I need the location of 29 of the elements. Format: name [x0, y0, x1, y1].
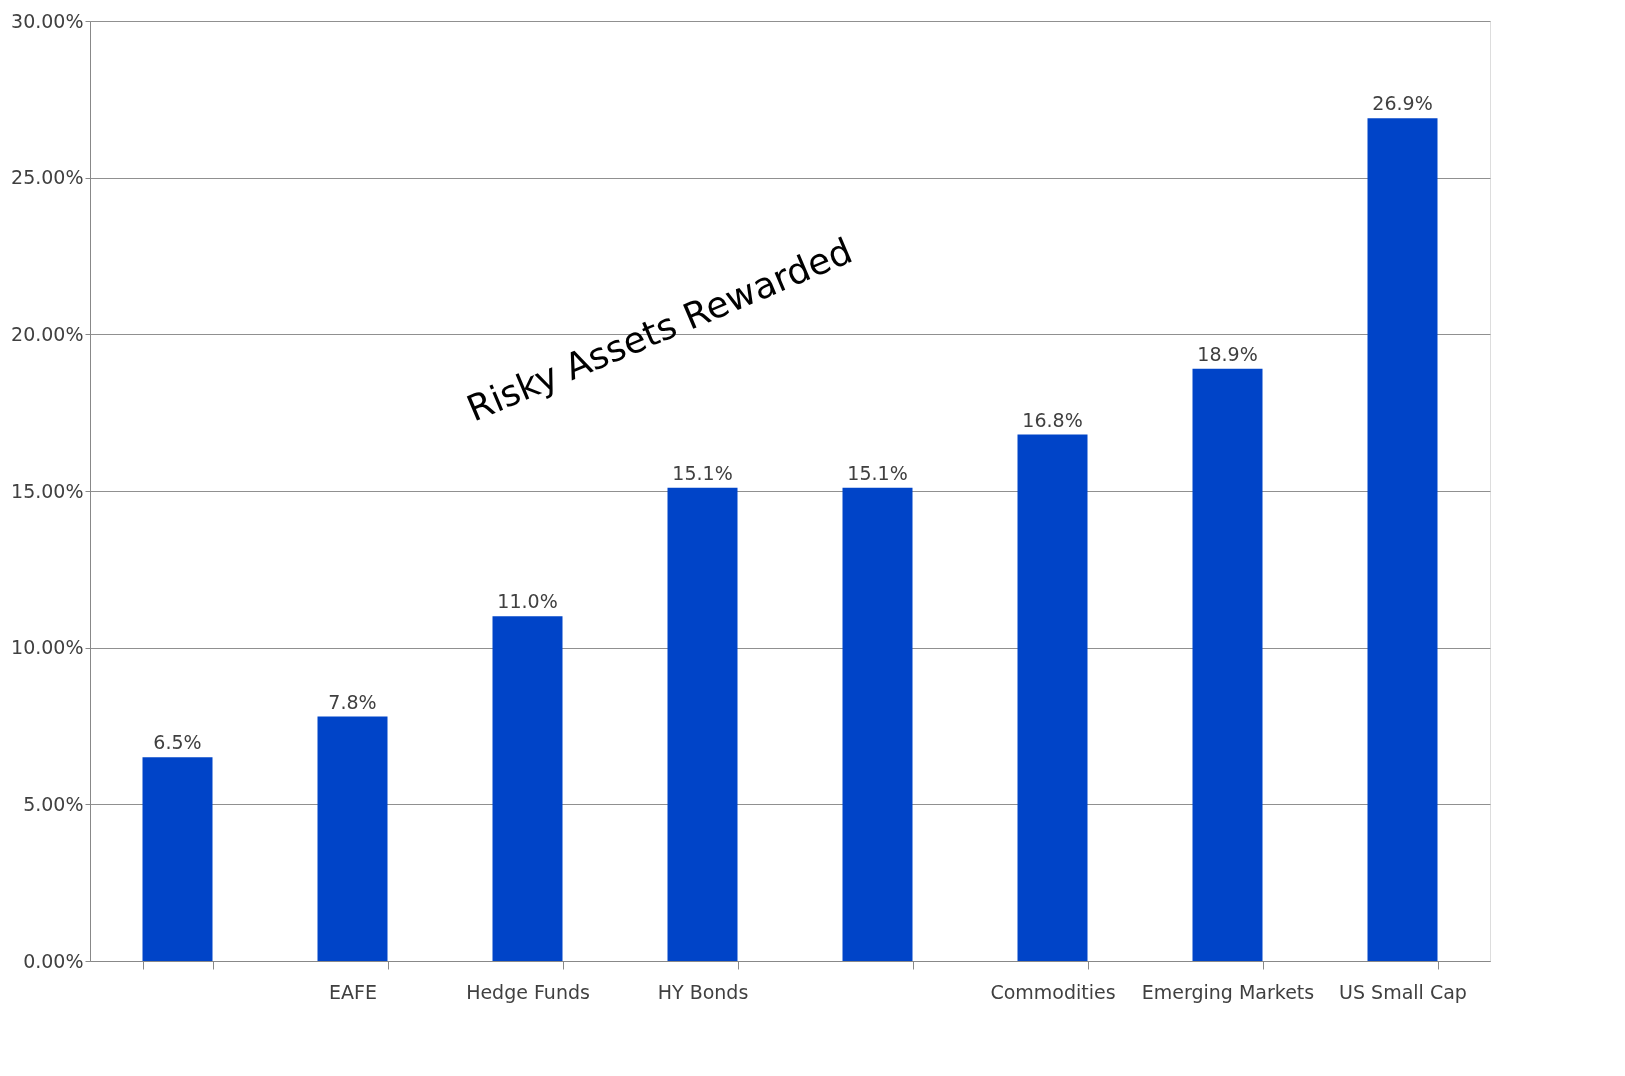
data-label: 15.1% [672, 461, 733, 484]
data-label: 16.8% [1022, 408, 1083, 431]
data-label: 15.1% [847, 461, 908, 484]
bar [492, 616, 563, 961]
data-label: 18.9% [1197, 342, 1258, 365]
bar [1192, 368, 1263, 961]
y-tick-label: 25.00% [11, 166, 84, 189]
bar [317, 716, 388, 961]
data-label: 7.8% [328, 690, 377, 713]
data-label: 11.0% [497, 590, 558, 613]
x-tick-label: Emerging Markets [1141, 980, 1315, 1003]
bar [667, 487, 738, 961]
x-tick-label: HY Bonds [657, 980, 749, 1003]
y-tick-label: 15.00% [11, 479, 84, 502]
y-tick-label: 20.00% [11, 322, 84, 345]
bar [842, 487, 913, 961]
y-tick-label: 0.00% [23, 949, 84, 972]
data-label: 6.5% [153, 731, 202, 754]
y-tick-label: 10.00% [11, 636, 84, 659]
bar [1367, 118, 1438, 961]
data-label: 26.9% [1372, 92, 1433, 115]
bar [1017, 434, 1088, 961]
x-tick-label: Hedge Funds [466, 980, 590, 1003]
bar [142, 757, 213, 961]
y-tick-label: 30.00% [11, 9, 84, 32]
x-tick-label: Commodities [990, 980, 1116, 1003]
x-tick-label: US Small Cap [1339, 980, 1467, 1003]
x-tick-label: EAFE [329, 980, 377, 1003]
y-tick-label: 5.00% [23, 792, 84, 815]
